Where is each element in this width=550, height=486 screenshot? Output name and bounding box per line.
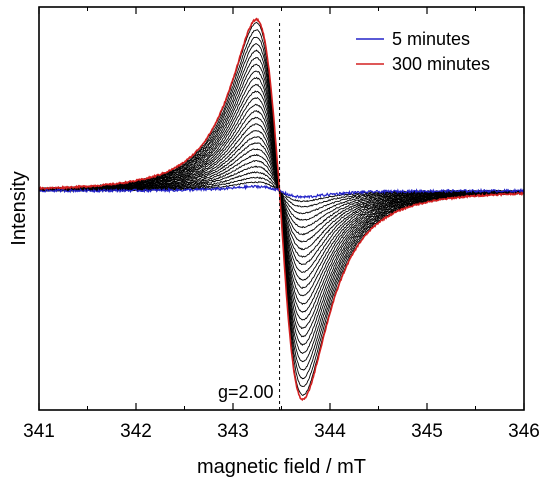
series-line-5-minutes xyxy=(39,183,524,200)
x-tick-label: 345 xyxy=(411,421,443,442)
x-tick-label: 342 xyxy=(120,421,152,442)
x-tick-label: 341 xyxy=(23,421,55,442)
y-axis-title: Intensity xyxy=(8,171,30,245)
x-tick-label: 343 xyxy=(217,421,249,442)
plot-frame xyxy=(38,6,525,411)
legend-label-5-minutes: 5 minutes xyxy=(392,29,470,49)
legend-label-300-minutes: 300 minutes xyxy=(392,54,490,74)
legend: 5 minutes 300 minutes xyxy=(356,29,490,74)
series-line-300-minutes xyxy=(39,17,524,402)
x-axis-ticks: 341 342 343 344 345 346 xyxy=(23,7,540,442)
x-tick-label: 346 xyxy=(508,421,540,442)
x-tick-label: 344 xyxy=(314,421,346,442)
g-value-label: g=2.00 xyxy=(218,382,274,402)
plot-area xyxy=(39,17,524,402)
x-axis-title: magnetic field / mT xyxy=(197,456,366,478)
